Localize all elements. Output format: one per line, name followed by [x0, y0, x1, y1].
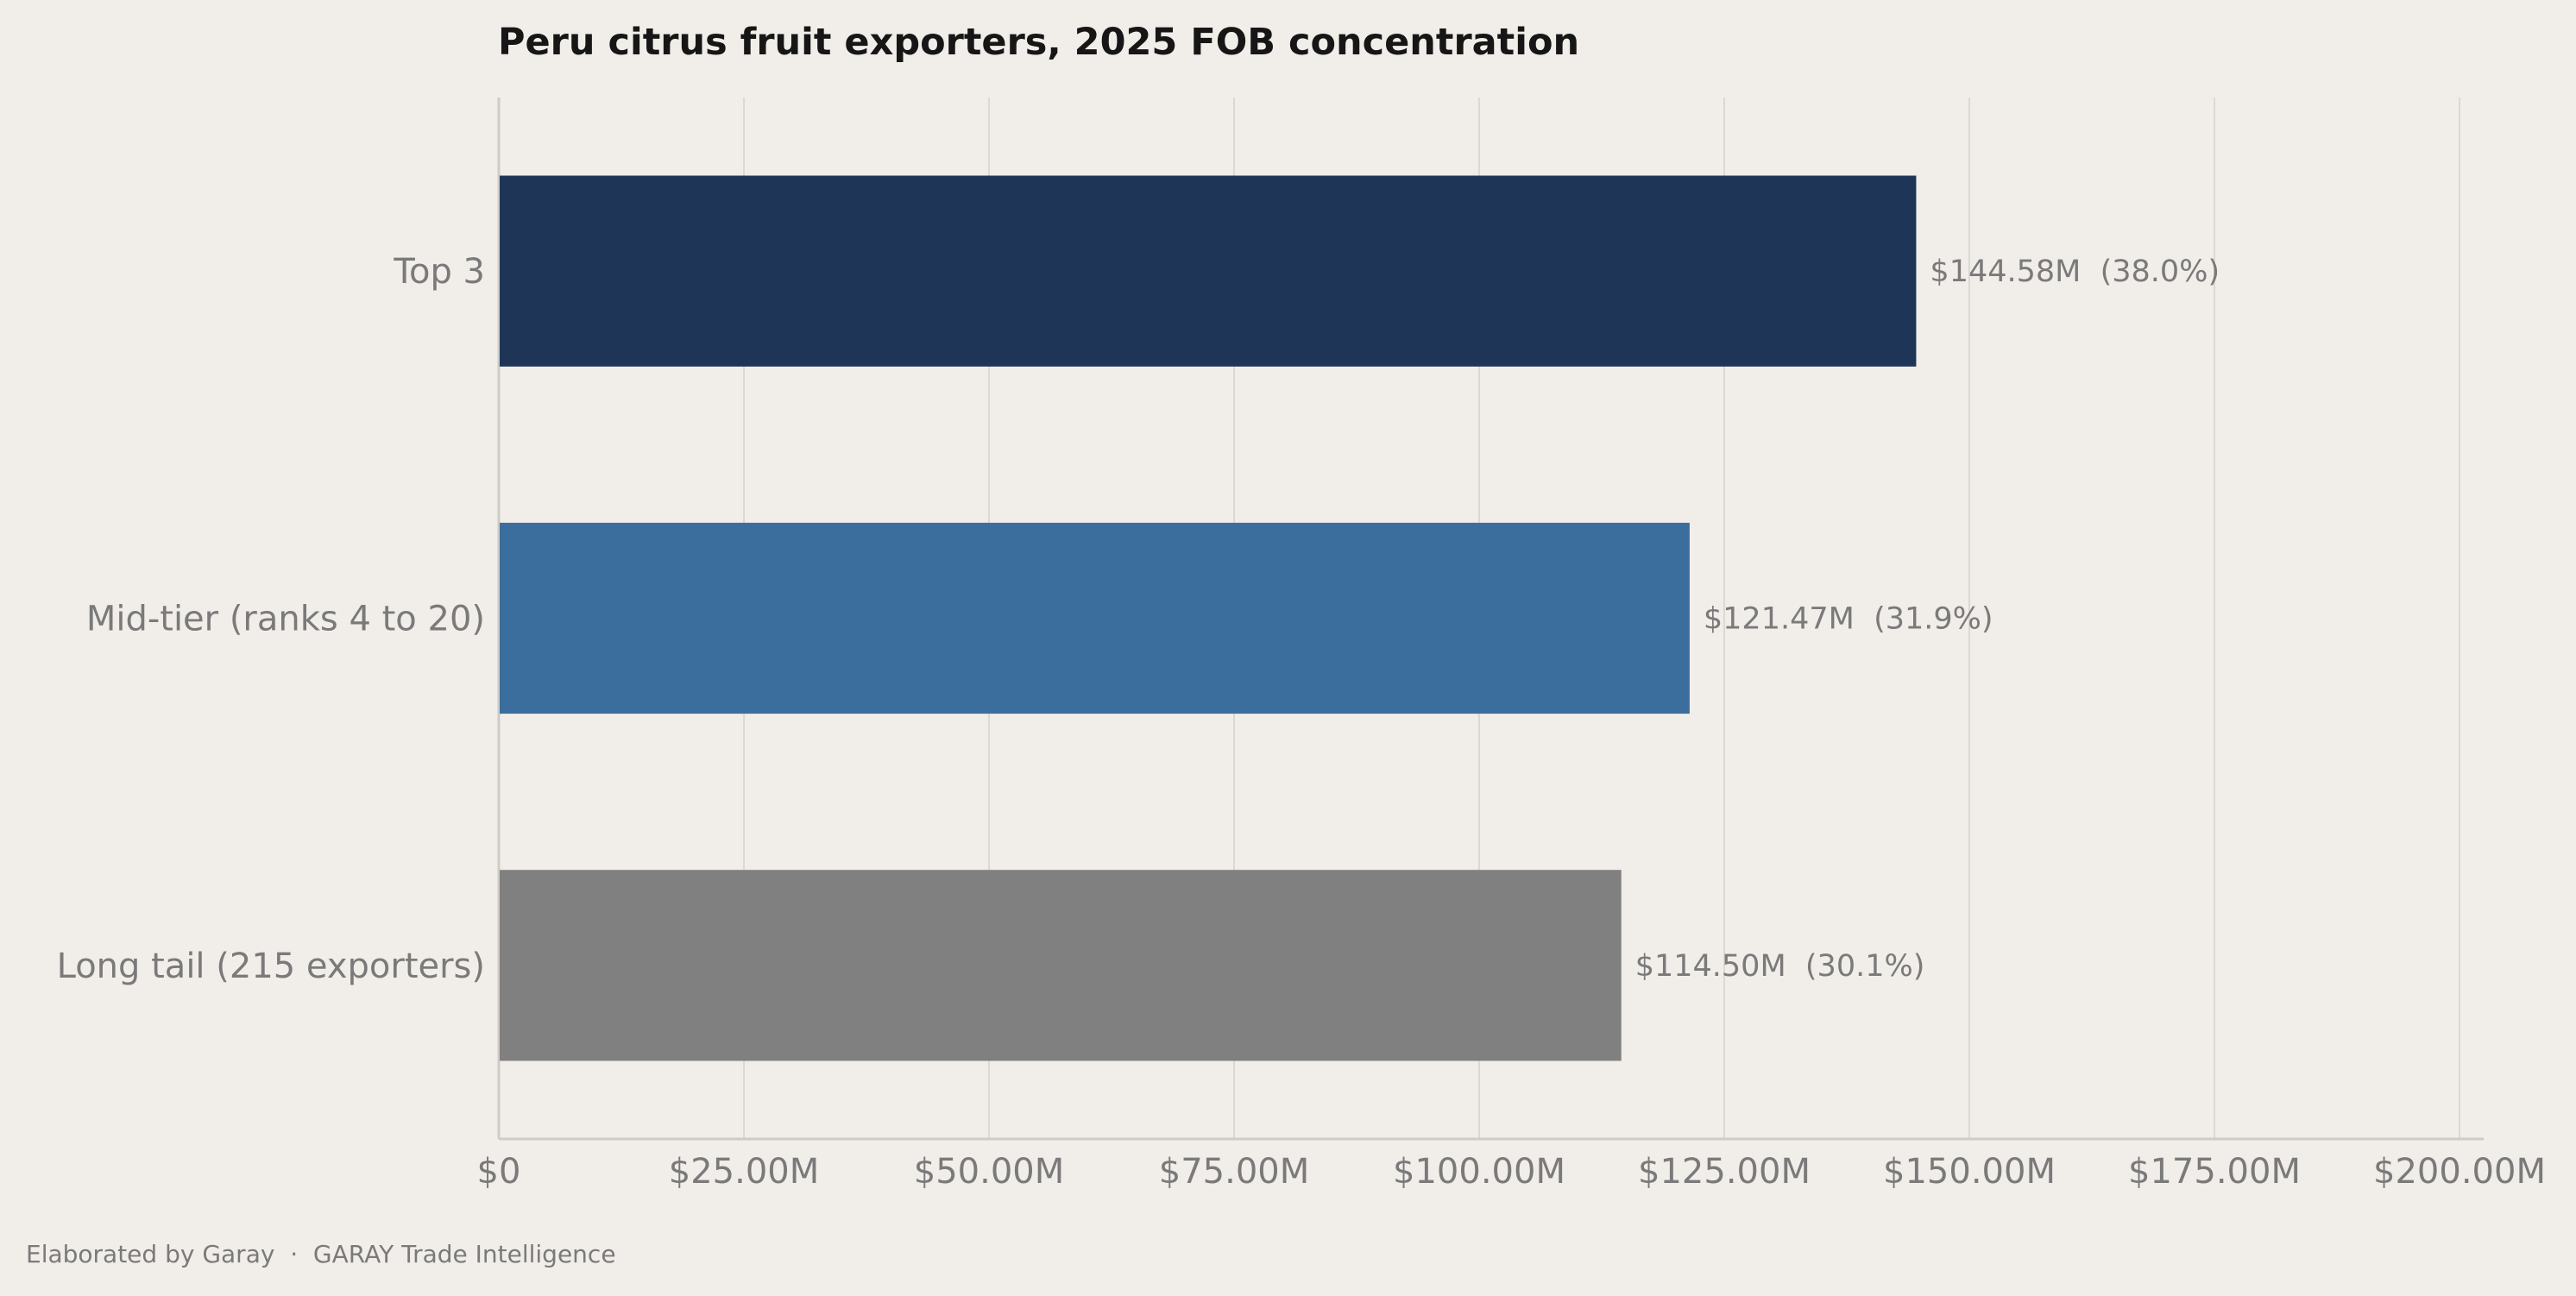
x-tick-label: $100.00M [1393, 1152, 1565, 1192]
x-tick-label: $175.00M [2128, 1152, 2301, 1192]
chart-title: Peru citrus fruit exporters, 2025 FOB co… [498, 21, 1579, 64]
labels: $0 $25.00M $50.00M $75.00M $100.00M $125.00M $… [57, 252, 2546, 1192]
x-tick-label: $50.00M [914, 1152, 1064, 1192]
bars [500, 175, 1917, 1061]
bar [500, 175, 1917, 367]
x-tick-label: $200.00M [2373, 1152, 2546, 1192]
bar-value-label: $144.58M (38.0%) [1930, 255, 2220, 289]
bar [500, 522, 1690, 714]
bar-value-label: $121.47M (31.9%) [1704, 602, 1993, 637]
x-tick-label: $150.00M [1883, 1152, 2056, 1192]
x-tick-label: $125.00M [1638, 1152, 1811, 1192]
footer-credit: Elaborated by Garay · GARAY Trade Intell… [26, 1240, 616, 1268]
x-tick-label: $25.00M [669, 1152, 819, 1192]
category-label: Top 3 [393, 252, 485, 292]
category-label: Long tail (215 exporters) [57, 947, 485, 986]
category-label: Mid-tier (ranks 4 to 20) [86, 600, 485, 639]
x-tick-label: $0 [477, 1152, 521, 1192]
bar-value-label: $114.50M (30.1%) [1635, 949, 1925, 984]
x-tick-label: $75.00M [1159, 1152, 1309, 1192]
bar [500, 870, 1622, 1061]
